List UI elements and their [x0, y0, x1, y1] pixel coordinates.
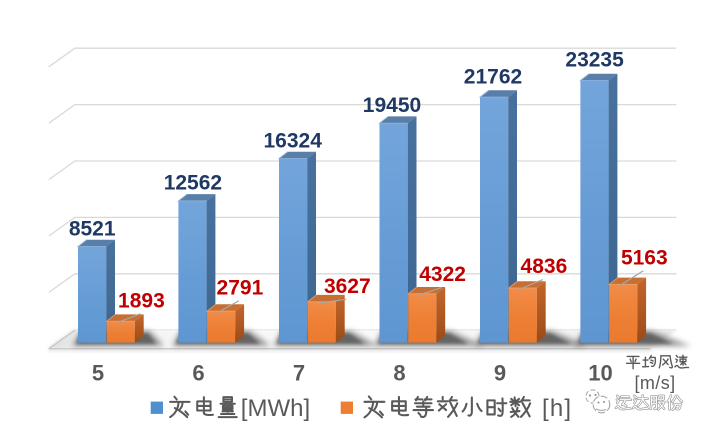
svg-text:8: 8	[393, 361, 405, 386]
svg-text:[MWh]: [MWh]	[241, 395, 310, 422]
svg-text:3627: 3627	[324, 275, 371, 298]
svg-text:21762: 21762	[464, 66, 522, 89]
svg-text:23235: 23235	[565, 48, 624, 71]
svg-text:19450: 19450	[363, 94, 421, 117]
svg-text:16324: 16324	[263, 130, 322, 153]
svg-text:5: 5	[92, 361, 104, 386]
svg-text:4322: 4322	[419, 263, 466, 286]
svg-text:[h]: [h]	[542, 395, 572, 422]
svg-text:7: 7	[293, 361, 305, 386]
svg-text:12562: 12562	[164, 172, 222, 195]
svg-text:2791: 2791	[217, 276, 264, 299]
svg-text:4836: 4836	[521, 255, 568, 278]
svg-text:8521: 8521	[69, 217, 116, 240]
svg-text:5163: 5163	[621, 246, 668, 269]
svg-text:10: 10	[588, 361, 612, 386]
svg-text:6: 6	[192, 361, 204, 386]
svg-text:[m/s]: [m/s]	[635, 373, 676, 393]
svg-text:9: 9	[494, 361, 506, 386]
svg-text:1893: 1893	[118, 289, 165, 312]
